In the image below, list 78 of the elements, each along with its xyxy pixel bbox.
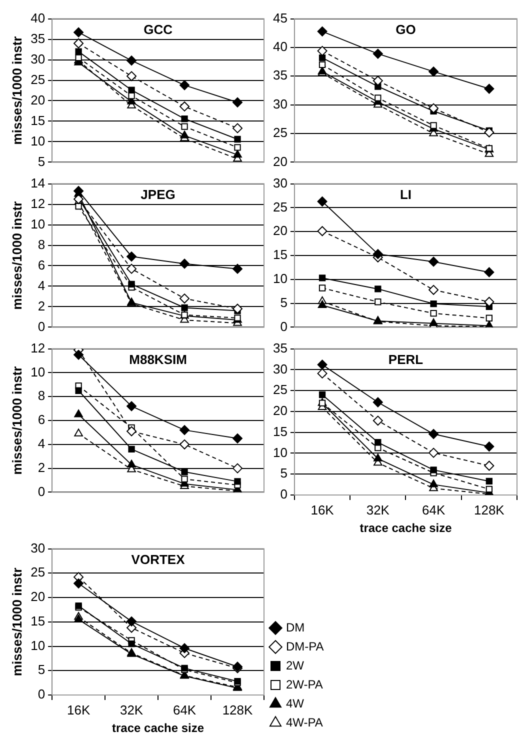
y-tick-label: 10 (272, 270, 288, 286)
y-tick-label: 20 (272, 154, 288, 169)
y-tick-label: 30 (30, 51, 46, 66)
y-tick-label: 10 (272, 444, 288, 460)
y-tick-label: 6 (38, 412, 46, 428)
y-axis-title: misses/1000 instr (9, 36, 24, 145)
y-tick-label: 10 (30, 638, 46, 653)
chart-title: VORTEX (131, 552, 186, 567)
y-tick-label: 4 (38, 436, 46, 451)
y-tick-label: 30 (272, 175, 288, 190)
y-tick-label: 8 (38, 236, 46, 252)
x-tick-label: 16K (66, 702, 90, 718)
y-tick-label: 2 (38, 298, 46, 314)
y-tick-label: 40 (30, 10, 46, 26)
y-tick-label: 15 (272, 424, 288, 439)
y-tick-label: 25 (30, 72, 46, 87)
y-tick-label: 12 (30, 196, 46, 211)
chart-title: LI (400, 186, 412, 202)
x-tick-label: 16K (310, 502, 334, 518)
y-tick-label: 35 (30, 30, 46, 46)
y-tick-label: 2 (38, 460, 46, 475)
y-axis-title: misses/1000 instr (9, 366, 24, 475)
y-tick-label: 10 (30, 364, 46, 380)
x-tick-label: 64K (422, 502, 446, 518)
y-tick-label: 25 (272, 125, 288, 140)
y-tick-label: 30 (272, 96, 288, 112)
y-tick-label: 5 (280, 466, 288, 481)
chart-title: GCC (144, 22, 174, 37)
y-tick-label: 45 (272, 10, 288, 26)
y-tick-label: 6 (38, 257, 46, 272)
y-tick-label: 25 (272, 382, 288, 398)
y-axis-title: misses/1000 instr (9, 201, 24, 310)
x-tick-label: 128K (474, 502, 505, 518)
chart-title: JPEG (140, 186, 176, 202)
y-tick-label: 5 (38, 154, 46, 169)
x-tick-label: 64K (172, 702, 196, 718)
y-tick-label: 15 (30, 613, 46, 628)
y-tick-label: 25 (272, 199, 288, 214)
y-tick-label: 35 (272, 340, 288, 356)
y-tick-label: 25 (30, 564, 46, 580)
y-tick-label: 8 (38, 388, 46, 404)
y-tick-label: 4 (38, 278, 46, 293)
x-tick-label: 32K (366, 502, 390, 518)
y-tick-label: 12 (30, 340, 46, 356)
y-tick-label: 0 (280, 318, 288, 334)
y-tick-label: 20 (272, 223, 288, 238)
x-tick-label: 128K (222, 702, 254, 718)
y-tick-label: 0 (38, 686, 46, 702)
y-tick-label: 0 (280, 486, 288, 502)
y-tick-label: 20 (30, 589, 46, 604)
y-tick-label: 20 (30, 92, 46, 108)
y-tick-label: 30 (30, 540, 46, 556)
y-tick-label: 40 (272, 39, 288, 54)
legend-label: 4W (286, 696, 305, 710)
legend-label: DM-PA (286, 639, 324, 654)
y-tick-label: 15 (30, 112, 46, 128)
x-axis-title: trace cache size (360, 521, 452, 536)
chart-title: M88KSIM (129, 352, 187, 367)
legend-label: 2W-PA (286, 677, 323, 692)
y-tick-label: 5 (280, 294, 288, 310)
y-tick-label: 10 (30, 133, 46, 148)
y-tick-label: 35 (272, 68, 288, 83)
y-tick-label: 14 (30, 175, 46, 190)
y-tick-label: 15 (272, 247, 288, 262)
y-tick-label: 10 (30, 216, 46, 232)
chart-title: PERL (388, 352, 424, 367)
y-tick-label: 0 (38, 484, 46, 499)
y-tick-label: 20 (272, 403, 288, 418)
y-tick-label: 30 (272, 361, 288, 376)
y-axis-title: misses/1000 instr (9, 568, 24, 676)
chart-title: GO (396, 22, 416, 37)
legend-label: 2W (286, 658, 305, 672)
x-axis-title: trace cache size (112, 721, 204, 736)
x-tick-label: 32K (120, 702, 144, 718)
y-tick-label: 0 (38, 318, 46, 334)
legend-label: 4W-PA (286, 715, 323, 730)
y-tick-label: 5 (38, 662, 46, 678)
legend-label: DM (286, 620, 305, 634)
